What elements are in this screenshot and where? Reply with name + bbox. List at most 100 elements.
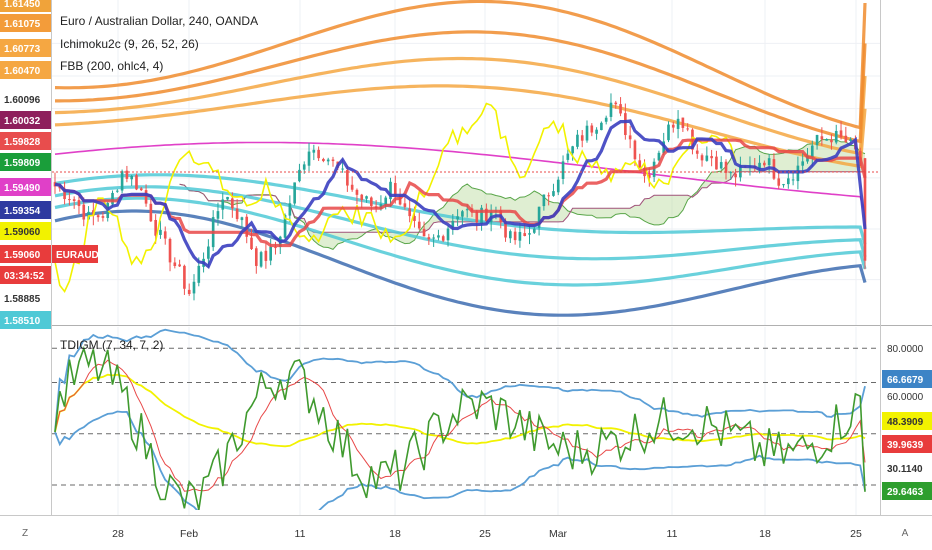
svg-text:03:34:52: 03:34:52 — [4, 271, 44, 282]
time-axis-labels: 28 Feb 11 18 25 Mar 11 18 25 — [112, 528, 862, 540]
candle-body — [710, 156, 713, 159]
fbb-legend[interactable]: FBB (200, ohlc4, 4) — [60, 59, 163, 73]
candle-body — [307, 151, 311, 166]
oscillator-value-label: 39.9639 — [882, 435, 932, 453]
candle-body — [863, 158, 867, 261]
candle-body — [269, 246, 272, 261]
candle-body — [532, 228, 536, 233]
candle-body — [552, 191, 555, 196]
candle-body — [858, 151, 862, 160]
tdigm-legend[interactable]: TDIGM (7, 34, 7, 2) — [60, 338, 163, 352]
svg-text:39.9639: 39.9639 — [887, 440, 924, 451]
candle-body — [504, 220, 507, 238]
candle-body — [844, 135, 848, 143]
candle-body — [216, 211, 220, 219]
candle-body — [365, 196, 368, 199]
candle-body — [96, 215, 100, 218]
candle-body — [595, 129, 598, 134]
candle-body — [259, 252, 263, 267]
candle-body — [360, 194, 364, 201]
zoom-button[interactable]: Z — [10, 518, 40, 546]
candle-body — [264, 250, 268, 261]
svg-text:1.59060: 1.59060 — [4, 250, 41, 261]
candle-body — [475, 211, 479, 223]
oscillator-tick-label: 60.0000 — [887, 392, 924, 403]
chikou-span — [54, 102, 737, 294]
tenkan-sen — [54, 119, 867, 270]
candle-body — [609, 102, 613, 117]
candle-body — [144, 190, 148, 204]
candle-body — [82, 204, 86, 220]
fbb-lower-band — [54, 209, 867, 317]
candle-body — [628, 135, 632, 140]
oscillator-value-label: 30.1140 — [887, 464, 923, 475]
candle-body — [767, 158, 771, 166]
candle-body — [274, 247, 277, 249]
candle-body — [686, 128, 689, 130]
candle-body — [312, 149, 316, 153]
price-label: 1.59828 — [0, 132, 51, 150]
time-tick-label: 25 — [850, 528, 862, 540]
candle-body — [240, 217, 244, 221]
tdi-market-base-line — [54, 373, 866, 448]
main-pane[interactable] — [53, 0, 867, 317]
svg-text:A: A — [902, 528, 909, 539]
candle-body — [139, 188, 143, 191]
candle-body — [547, 195, 550, 197]
svg-text:EURAUD: EURAUD — [56, 250, 99, 261]
ichimoku-legend[interactable]: Ichimoku2c (9, 26, 52, 26) — [60, 37, 199, 51]
svg-text:1.60032: 1.60032 — [4, 116, 41, 127]
candle-body — [120, 171, 124, 191]
candle-body — [408, 208, 411, 217]
ichimoku-lines — [54, 102, 867, 294]
candle-body — [638, 160, 642, 168]
candle-body — [604, 117, 608, 122]
candle-body — [135, 175, 138, 190]
candle-body — [695, 150, 699, 154]
svg-text:1.59354: 1.59354 — [4, 206, 41, 217]
price-label: 1.59060 — [0, 245, 51, 263]
tdi-upper-band — [54, 328, 866, 433]
candle-body — [159, 229, 162, 235]
candle-body — [485, 208, 488, 222]
price-label: 1.60032 — [0, 111, 51, 129]
candle-body — [403, 203, 407, 207]
candle-body — [293, 182, 296, 204]
fbb-upper-band — [54, 56, 867, 156]
svg-text:1.61075: 1.61075 — [4, 19, 41, 30]
bar-countdown: 03:34:52 — [0, 266, 51, 284]
price-label: 1.58885 — [4, 294, 41, 305]
svg-text:Z: Z — [22, 528, 28, 539]
candle-body — [518, 232, 522, 241]
candle-body — [250, 237, 253, 250]
candle-body — [590, 125, 594, 133]
candle-body — [393, 183, 397, 196]
oscillator-value-label: 48.3909 — [882, 412, 932, 430]
auto-scale-button[interactable]: A — [890, 518, 920, 546]
candle-body — [810, 145, 814, 158]
svg-text:30.1140: 30.1140 — [887, 464, 923, 475]
candle-body — [331, 159, 335, 162]
candle-body — [830, 139, 833, 143]
svg-text:1.61450: 1.61450 — [4, 0, 41, 10]
candle-body — [288, 203, 292, 216]
candle-body — [437, 235, 440, 238]
candle-body — [178, 264, 181, 267]
time-tick-label: Mar — [549, 528, 568, 540]
candle-body — [705, 155, 709, 161]
candle-body — [633, 140, 637, 160]
candle-body — [461, 211, 464, 217]
candle-body — [542, 194, 546, 207]
candle-body — [791, 179, 795, 181]
candle-body — [834, 130, 838, 143]
candle-body — [322, 158, 325, 162]
candle-body — [729, 172, 733, 174]
candle-body — [734, 173, 737, 178]
price-label: 1.59354 — [0, 201, 51, 219]
candle-body — [509, 231, 512, 239]
candle-body — [154, 219, 157, 236]
candle-body — [384, 197, 388, 205]
candle-body — [163, 231, 167, 239]
oscillator-pane[interactable] — [52, 328, 880, 521]
